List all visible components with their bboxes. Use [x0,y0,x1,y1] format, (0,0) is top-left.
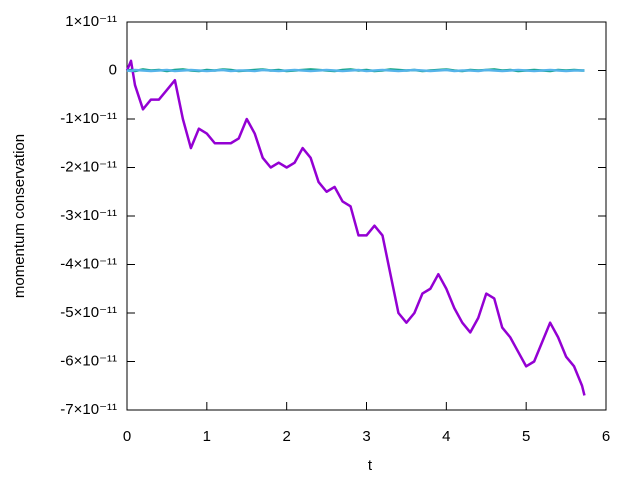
plot-frame [126,21,607,411]
y-tick-label: -6×10⁻¹¹ [60,352,117,369]
x-tick-label: 1 [203,428,211,445]
y-tick-label: -2×10⁻¹¹ [60,158,117,175]
y-tick-label: 0 [109,61,117,78]
x-tick-label: 4 [442,428,450,445]
y-tick-label: -4×10⁻¹¹ [60,255,117,272]
y-axis-label: momentum conservation [11,134,28,298]
x-tick-label: 5 [522,428,530,445]
y-tick-label: 1×10⁻¹¹ [65,13,117,30]
y-tick-label: -3×10⁻¹¹ [60,207,117,224]
series-line [125,59,586,396]
x-tick-label: 6 [602,428,610,445]
series-line [126,68,585,73]
x-tick-label: 3 [362,428,370,445]
y-tick-label: -1×10⁻¹¹ [60,110,117,127]
y-tick-label: -7×10⁻¹¹ [60,401,117,418]
x-tick-label: 0 [123,428,131,445]
x-tick-label: 2 [282,428,290,445]
y-tick-label: -5×10⁻¹¹ [60,304,117,321]
x-axis-label: t [368,457,373,474]
